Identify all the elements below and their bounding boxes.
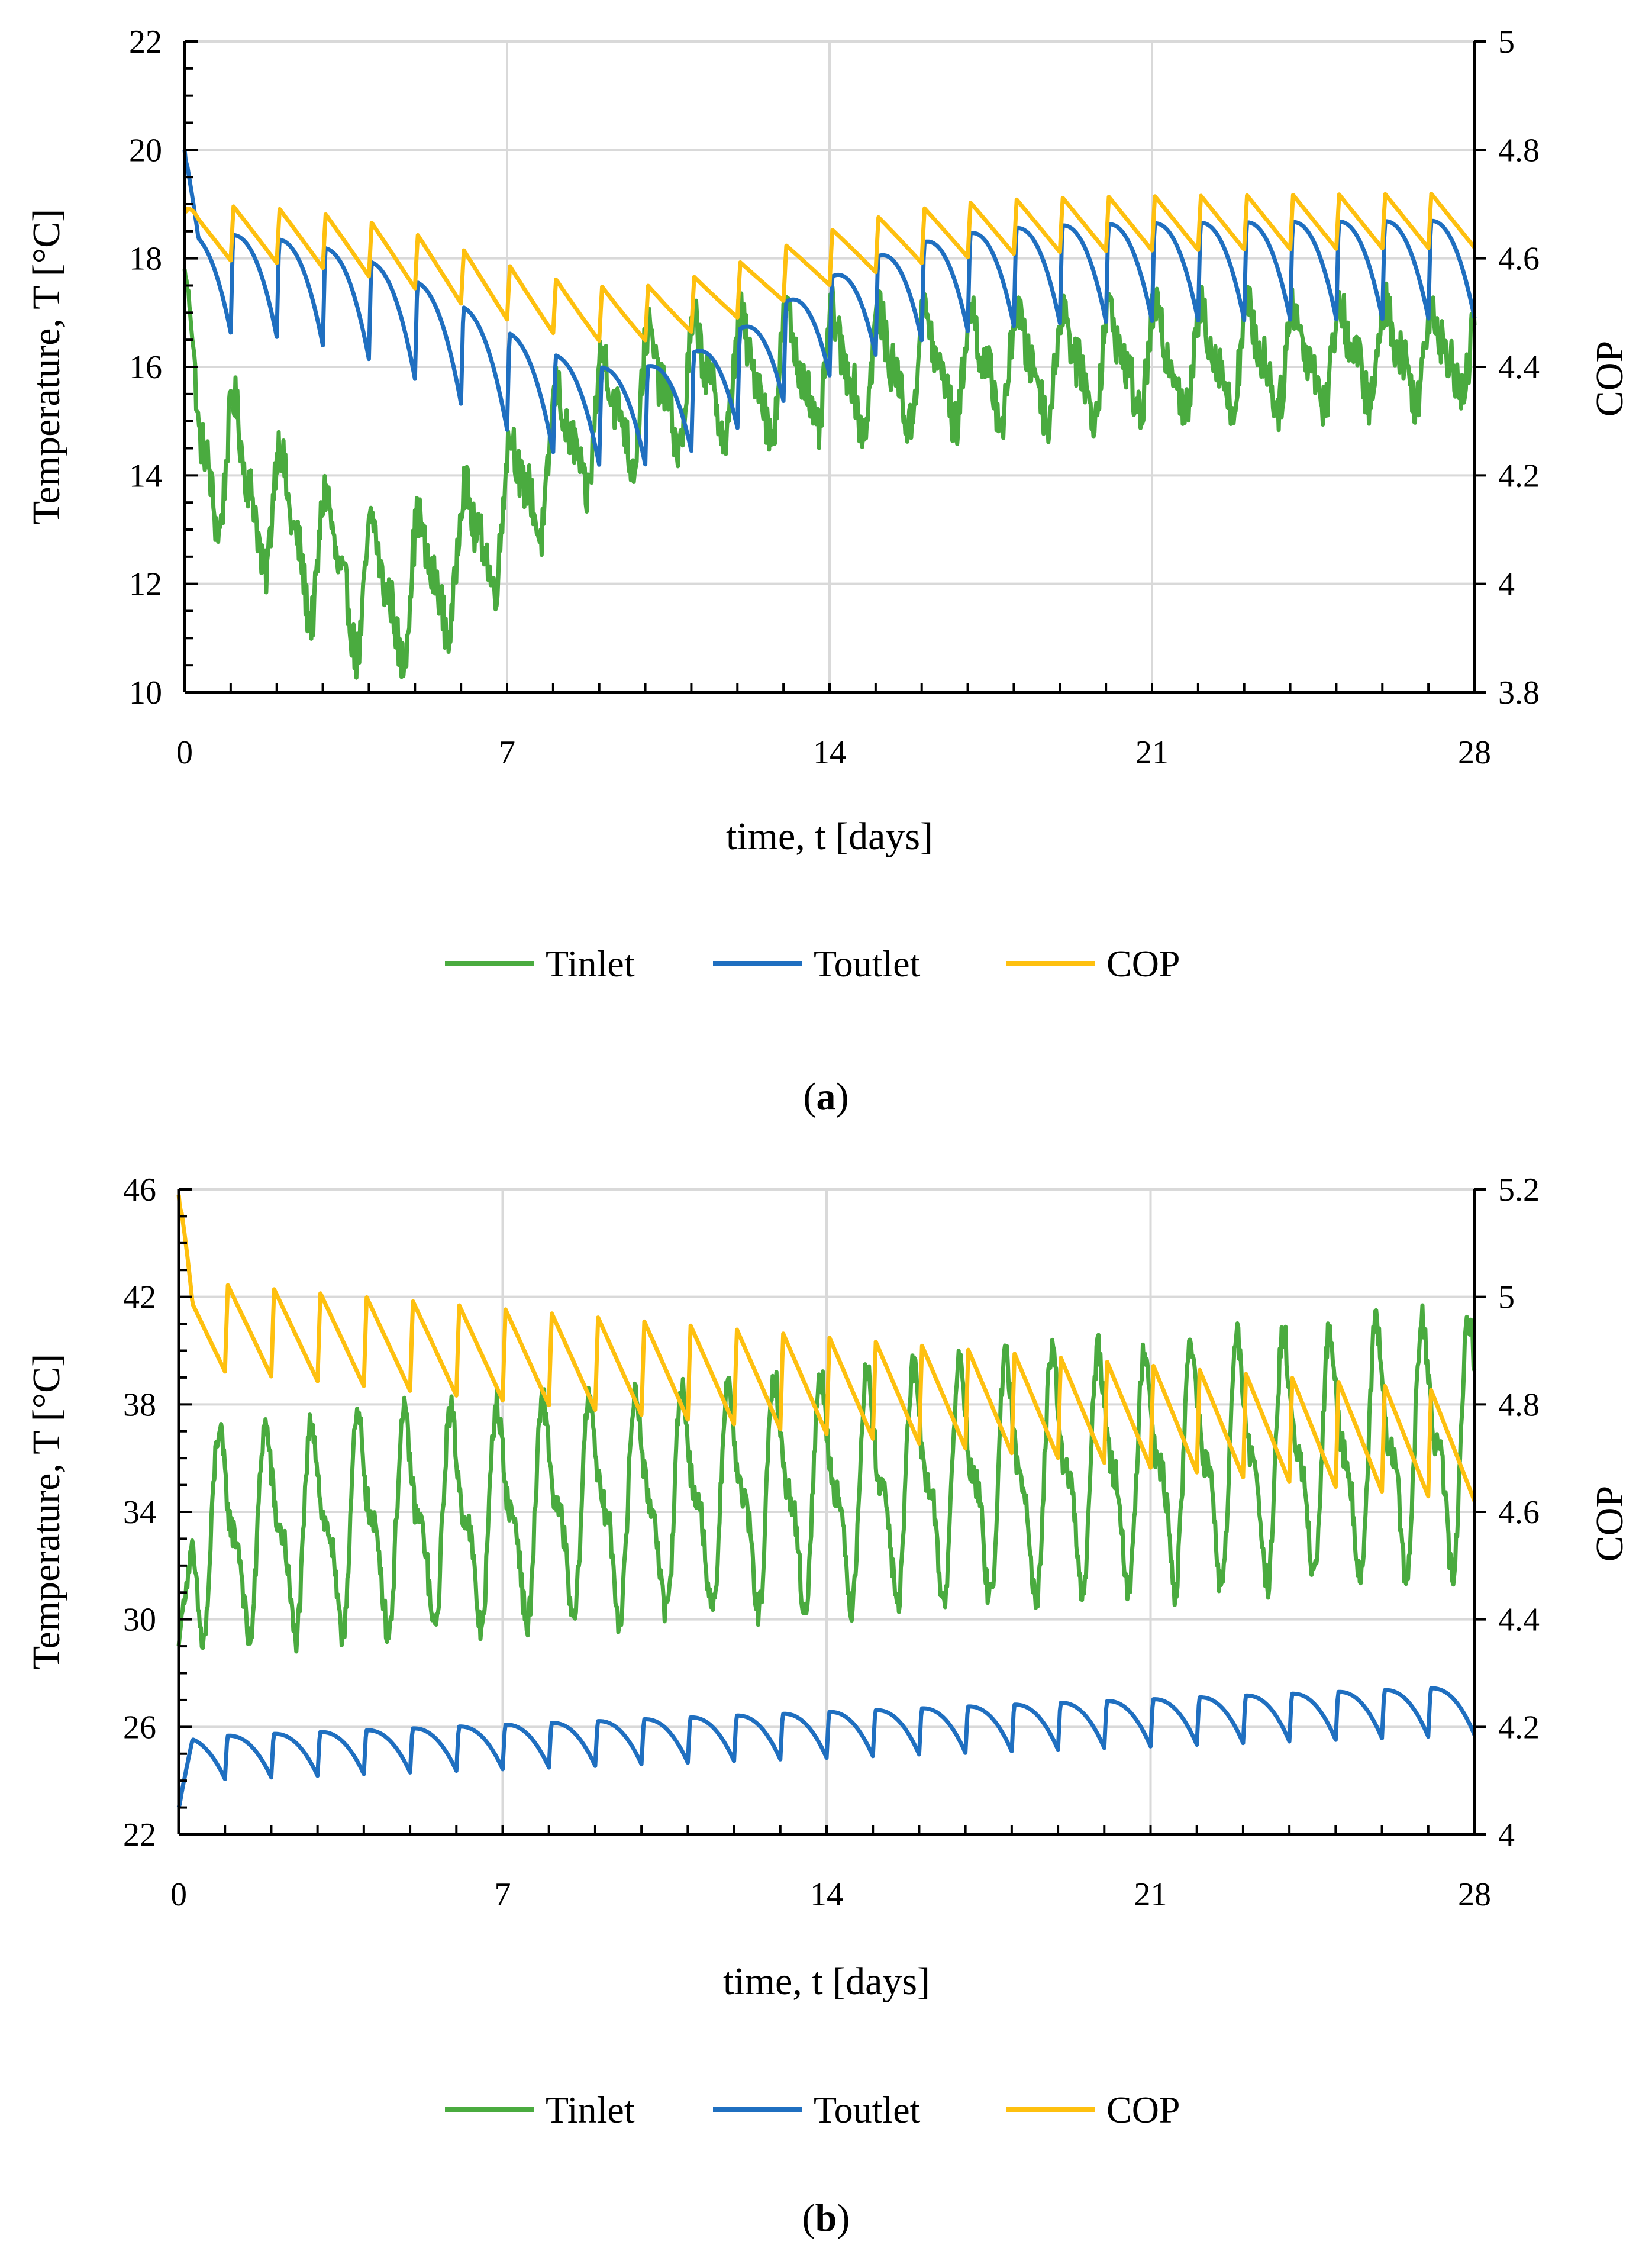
chart-panel-a: 10 12 14 16 18 20 22 3.8 4 4.2 4.4 4.6 4.8 5 0 7 14 21 28 t… xyxy=(25,24,1631,1118)
panel-caption: (a) xyxy=(804,1075,849,1118)
x-tick-label: 14 xyxy=(813,734,846,771)
chart-legend: Tinlet Toutlet COP xyxy=(445,2089,1180,2131)
series-line-tinlet xyxy=(176,1303,1477,1654)
caption-paren-open: ( xyxy=(804,1075,817,1118)
y2-tick-label: 4.2 xyxy=(1498,457,1540,494)
caption-paren-close: ) xyxy=(836,1075,849,1118)
legend-label-cop: COP xyxy=(1106,943,1180,985)
legend-label-tinlet: Tinlet xyxy=(546,2089,635,2131)
y2-axis-title: COP xyxy=(1588,1486,1631,1562)
x-tick-label: 21 xyxy=(1135,734,1169,771)
caption-letter: b xyxy=(815,2197,837,2240)
y-tick-label: 34 xyxy=(123,1494,156,1531)
x-tick-label: 14 xyxy=(810,1876,843,1913)
x-tick-label: 28 xyxy=(1458,734,1491,771)
y2-tick-label: 5.2 xyxy=(1498,1172,1540,1208)
y2-tick-label: 4.6 xyxy=(1498,1494,1540,1531)
series-line-cop xyxy=(176,1194,1477,1502)
x-axis-title: time, t [days] xyxy=(726,815,933,858)
y-tick-label: 26 xyxy=(123,1709,156,1746)
y2-tick-label: 5 xyxy=(1498,24,1515,60)
series-line-cop xyxy=(182,192,1476,343)
y2-tick-label: 4.4 xyxy=(1498,1602,1540,1639)
legend-label-cop: COP xyxy=(1106,2089,1180,2131)
y2-tick-label: 4.8 xyxy=(1498,1386,1540,1423)
legend-label-toutlet: Toutlet xyxy=(814,943,921,985)
caption-letter: a xyxy=(817,1075,836,1118)
y-tick-label: 12 xyxy=(129,566,162,603)
y-tick-label: 22 xyxy=(123,1817,156,1853)
y2-tick-label: 4 xyxy=(1498,566,1515,603)
y-axis-title: Temperature, T [°C] xyxy=(25,209,68,525)
y-tick-label: 18 xyxy=(129,241,162,278)
caption-paren-open: ( xyxy=(802,2197,815,2240)
y-tick-label: 46 xyxy=(123,1172,156,1208)
x-tick-label: 0 xyxy=(176,734,193,771)
y-tick-label: 22 xyxy=(129,24,162,60)
panel-caption: (b) xyxy=(802,2197,850,2240)
series-line-toutlet xyxy=(176,1686,1477,1808)
y-tick-label: 20 xyxy=(129,132,162,169)
y2-tick-label: 4.2 xyxy=(1498,1709,1540,1746)
y-tick-label: 42 xyxy=(123,1279,156,1316)
y-tick-label: 14 xyxy=(129,457,162,494)
y-axis-title: Temperature, T [°C] xyxy=(25,1354,68,1670)
legend-label-tinlet: Tinlet xyxy=(546,943,635,985)
chart-panel-b: 22 26 30 34 38 42 46 4 4.2 4.4 4.6 4.8 5 5.2 0 7 14 21 28 t… xyxy=(25,1172,1631,2240)
y2-tick-label: 5 xyxy=(1498,1279,1515,1316)
chart-legend: Tinlet Toutlet COP xyxy=(445,943,1180,985)
y2-tick-label: 4.4 xyxy=(1498,349,1540,386)
y2-axis-title: COP xyxy=(1588,341,1631,417)
y-tick-label: 16 xyxy=(129,349,162,386)
y2-tick-label: 3.8 xyxy=(1498,675,1540,711)
legend-label-toutlet: Toutlet xyxy=(814,2089,921,2131)
y-tick-label: 30 xyxy=(123,1602,156,1639)
series-line-toutlet xyxy=(182,149,1477,467)
x-axis-title: time, t [days] xyxy=(723,1960,930,2003)
y2-tick-label: 4.8 xyxy=(1498,132,1540,169)
y-tick-label: 10 xyxy=(129,675,162,711)
y2-tick-label: 4 xyxy=(1498,1817,1515,1853)
x-tick-label: 7 xyxy=(495,1876,511,1913)
x-tick-label: 0 xyxy=(170,1876,187,1913)
y-tick-label: 38 xyxy=(123,1386,156,1423)
caption-paren-close: ) xyxy=(837,2197,850,2240)
x-tick-label: 7 xyxy=(499,734,515,771)
x-tick-label: 21 xyxy=(1134,1876,1167,1913)
y2-tick-label: 4.6 xyxy=(1498,241,1540,278)
x-tick-label: 28 xyxy=(1458,1876,1491,1913)
